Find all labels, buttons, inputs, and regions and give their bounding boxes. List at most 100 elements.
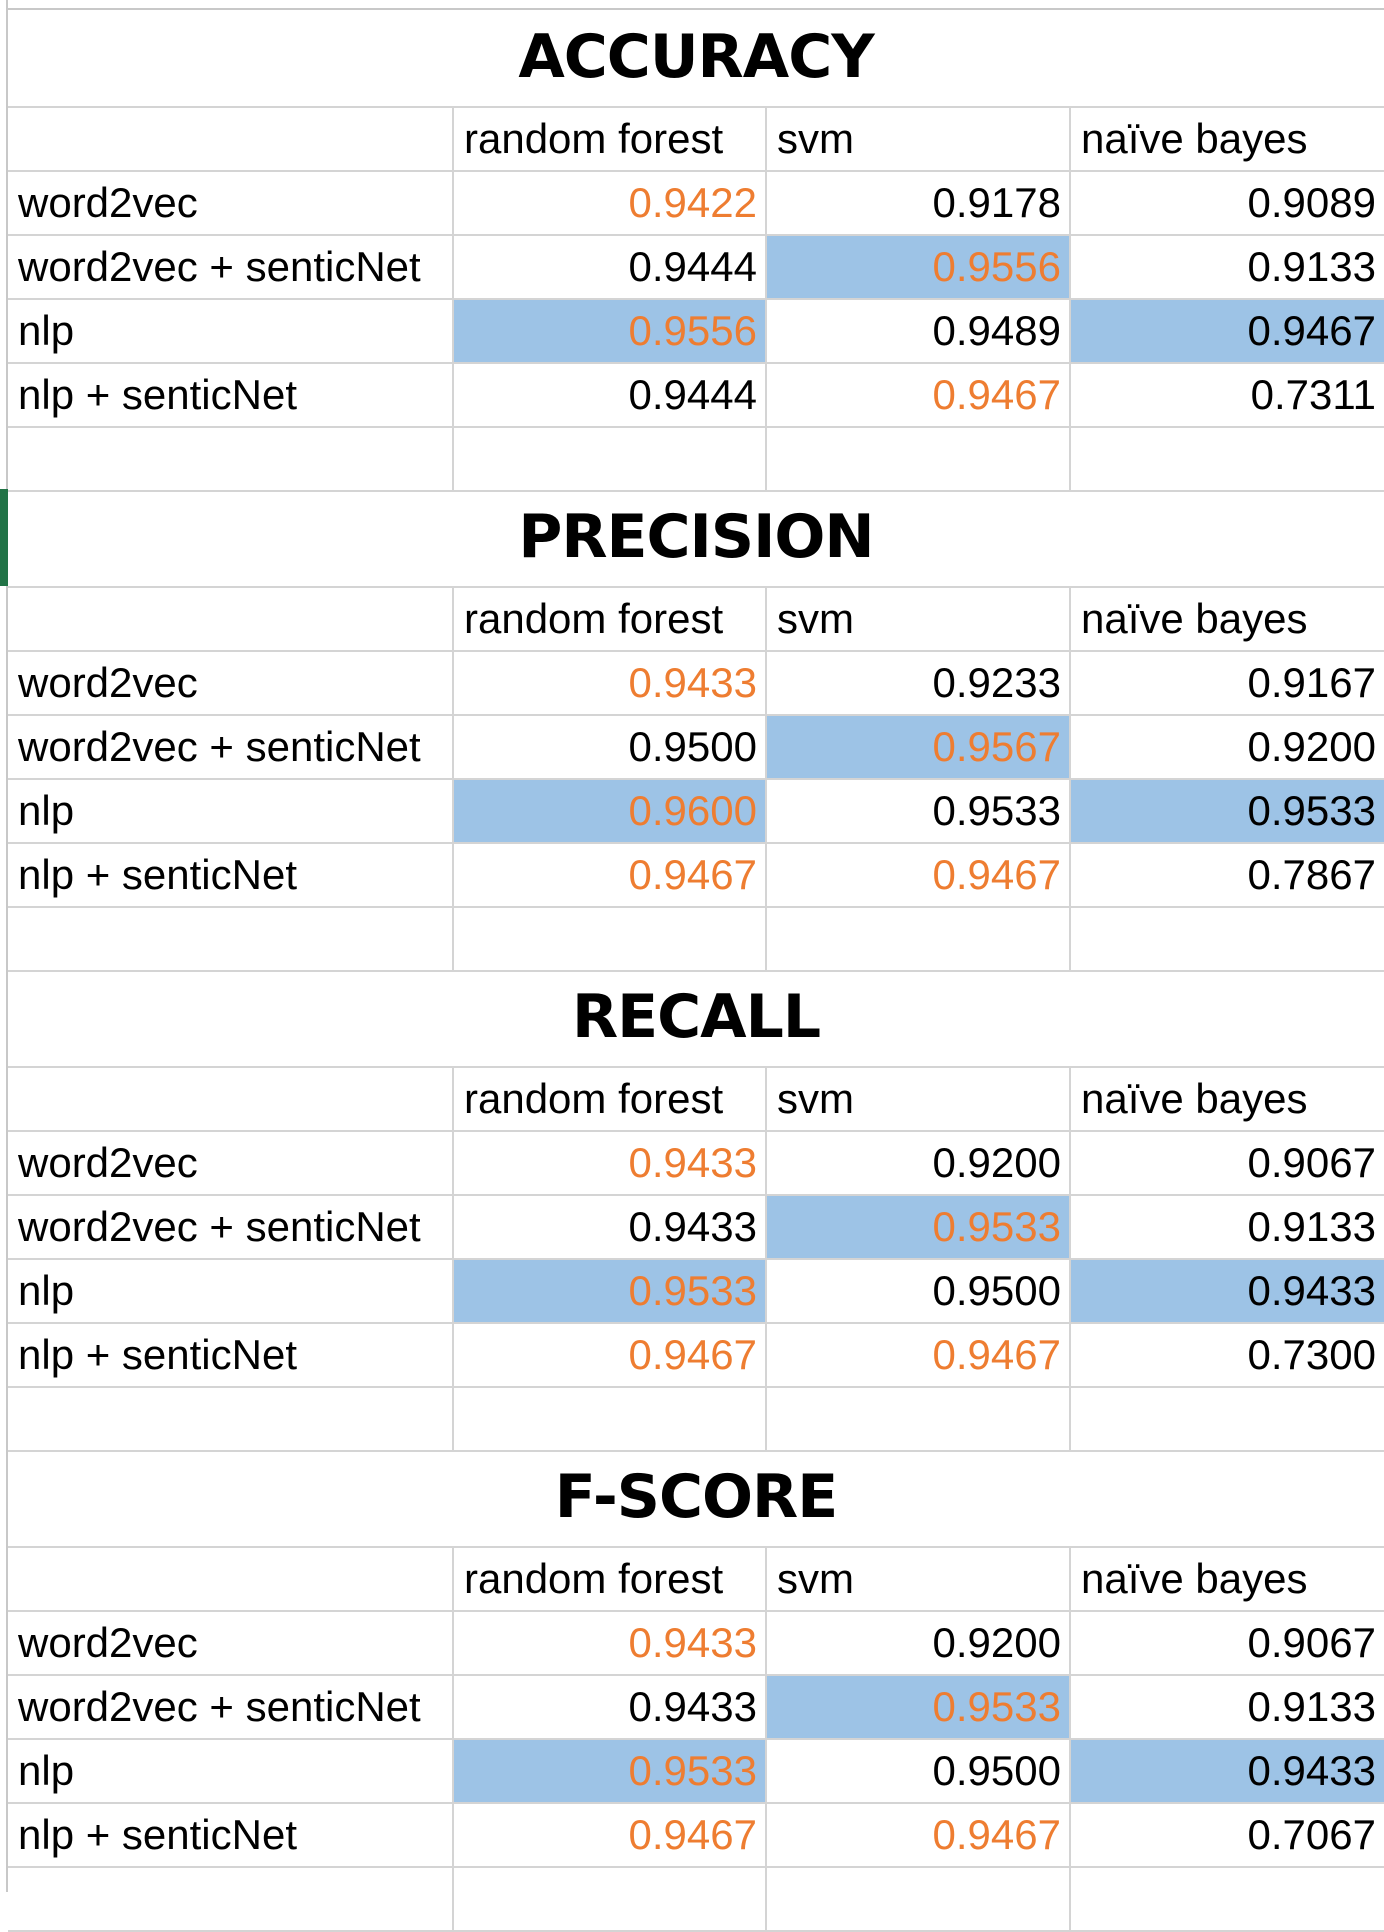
column-header[interactable]: svm (767, 1068, 1071, 1132)
value-cell[interactable]: 0.9500 (767, 1740, 1071, 1804)
row-label[interactable]: word2vec + senticNet (8, 1676, 454, 1740)
header-corner-cell[interactable] (8, 108, 454, 172)
empty-cell[interactable] (1071, 1388, 1384, 1452)
value-cell[interactable]: 0.9533 (454, 1740, 767, 1804)
value-cell[interactable]: 0.9133 (1071, 236, 1384, 300)
value-cell[interactable]: 0.9433 (454, 1132, 767, 1196)
value-cell[interactable]: 0.9467 (767, 1804, 1071, 1868)
value-cell[interactable]: 0.9167 (1071, 652, 1384, 716)
empty-cell[interactable] (767, 908, 1071, 972)
table-title[interactable]: F-SCORE (8, 1448, 1384, 1548)
empty-cell[interactable] (8, 908, 454, 972)
empty-cell[interactable] (454, 1388, 767, 1452)
value-cell[interactable]: 0.9433 (454, 1196, 767, 1260)
value-cell[interactable]: 0.9467 (454, 1804, 767, 1868)
value-cell[interactable]: 0.9444 (454, 236, 767, 300)
value-cell[interactable]: 0.9444 (454, 364, 767, 428)
value-cell[interactable]: 0.9467 (767, 844, 1071, 908)
table-title[interactable]: RECALL (8, 968, 1384, 1068)
column-header[interactable]: svm (767, 1548, 1071, 1612)
row-label[interactable]: nlp + senticNet (8, 1804, 454, 1868)
value-cell[interactable]: 0.9089 (1071, 172, 1384, 236)
value-cell[interactable]: 0.9467 (454, 844, 767, 908)
value-cell[interactable]: 0.9467 (767, 364, 1071, 428)
value-cell[interactable]: 0.9200 (767, 1132, 1071, 1196)
value-cell[interactable]: 0.9489 (767, 300, 1071, 364)
empty-cell[interactable] (1071, 1868, 1384, 1932)
column-header[interactable]: naïve bayes (1071, 588, 1384, 652)
column-header[interactable]: random forest (454, 1068, 767, 1132)
empty-cell[interactable] (454, 1868, 767, 1932)
value-cell[interactable]: 0.9433 (454, 652, 767, 716)
row-label[interactable]: nlp (8, 300, 454, 364)
value-cell[interactable]: 0.9533 (767, 1196, 1071, 1260)
row-label[interactable]: word2vec + senticNet (8, 1196, 454, 1260)
row-label[interactable]: word2vec (8, 652, 454, 716)
value-cell[interactable]: 0.9433 (454, 1612, 767, 1676)
value-cell[interactable]: 0.7067 (1071, 1804, 1384, 1868)
column-header[interactable]: random forest (454, 588, 767, 652)
value-cell[interactable]: 0.9500 (767, 1260, 1071, 1324)
value-cell[interactable]: 0.9422 (454, 172, 767, 236)
row-label[interactable]: word2vec (8, 1612, 454, 1676)
value-cell[interactable]: 0.9533 (767, 1676, 1071, 1740)
row-label[interactable]: nlp (8, 1260, 454, 1324)
header-corner-cell[interactable] (8, 1068, 454, 1132)
column-header[interactable]: svm (767, 588, 1071, 652)
value-cell[interactable]: 0.9133 (1071, 1676, 1384, 1740)
value-cell[interactable]: 0.7311 (1071, 364, 1384, 428)
value-cell[interactable]: 0.9200 (1071, 716, 1384, 780)
row-label[interactable]: nlp + senticNet (8, 1324, 454, 1388)
table-title[interactable]: ACCURACY (8, 8, 1384, 108)
column-header[interactable]: naïve bayes (1071, 1548, 1384, 1612)
empty-cell[interactable] (8, 1868, 454, 1932)
value-cell[interactable]: 0.9178 (767, 172, 1071, 236)
empty-cell[interactable] (767, 1868, 1071, 1932)
value-cell[interactable]: 0.9600 (454, 780, 767, 844)
value-cell[interactable]: 0.9467 (454, 1324, 767, 1388)
value-cell[interactable]: 0.9467 (767, 1324, 1071, 1388)
row-label[interactable]: word2vec + senticNet (8, 236, 454, 300)
row-label[interactable]: nlp (8, 780, 454, 844)
value-cell[interactable]: 0.9233 (767, 652, 1071, 716)
empty-cell[interactable] (454, 428, 767, 492)
empty-cell[interactable] (8, 1388, 454, 1452)
row-label[interactable]: nlp + senticNet (8, 844, 454, 908)
header-corner-cell[interactable] (8, 588, 454, 652)
value-cell[interactable]: 0.9067 (1071, 1132, 1384, 1196)
column-header[interactable]: svm (767, 108, 1071, 172)
row-label[interactable]: word2vec (8, 172, 454, 236)
value-cell[interactable]: 0.9533 (454, 1260, 767, 1324)
empty-cell[interactable] (1071, 908, 1384, 972)
column-header[interactable]: random forest (454, 108, 767, 172)
value-cell[interactable]: 0.9567 (767, 716, 1071, 780)
value-cell[interactable]: 0.9433 (1071, 1260, 1384, 1324)
value-cell[interactable]: 0.9533 (767, 780, 1071, 844)
value-cell[interactable]: 0.9433 (454, 1676, 767, 1740)
empty-cell[interactable] (1071, 428, 1384, 492)
value-cell[interactable]: 0.9467 (1071, 300, 1384, 364)
header-corner-cell[interactable] (8, 1548, 454, 1612)
column-header[interactable]: naïve bayes (1071, 1068, 1384, 1132)
column-header[interactable]: naïve bayes (1071, 108, 1384, 172)
empty-cell[interactable] (8, 428, 454, 492)
value-cell[interactable]: 0.9556 (454, 300, 767, 364)
value-cell[interactable]: 0.7300 (1071, 1324, 1384, 1388)
row-label[interactable]: word2vec + senticNet (8, 716, 454, 780)
value-cell[interactable]: 0.9556 (767, 236, 1071, 300)
value-cell[interactable]: 0.9200 (767, 1612, 1071, 1676)
column-header[interactable]: random forest (454, 1548, 767, 1612)
empty-cell[interactable] (767, 428, 1071, 492)
row-label[interactable]: nlp (8, 1740, 454, 1804)
empty-cell[interactable] (454, 908, 767, 972)
empty-cell[interactable] (767, 1388, 1071, 1452)
value-cell[interactable]: 0.9500 (454, 716, 767, 780)
value-cell[interactable]: 0.9533 (1071, 780, 1384, 844)
value-cell[interactable]: 0.9433 (1071, 1740, 1384, 1804)
value-cell[interactable]: 0.9133 (1071, 1196, 1384, 1260)
table-title[interactable]: PRECISION (8, 488, 1384, 588)
row-label[interactable]: word2vec (8, 1132, 454, 1196)
value-cell[interactable]: 0.9067 (1071, 1612, 1384, 1676)
row-label[interactable]: nlp + senticNet (8, 364, 454, 428)
value-cell[interactable]: 0.7867 (1071, 844, 1384, 908)
